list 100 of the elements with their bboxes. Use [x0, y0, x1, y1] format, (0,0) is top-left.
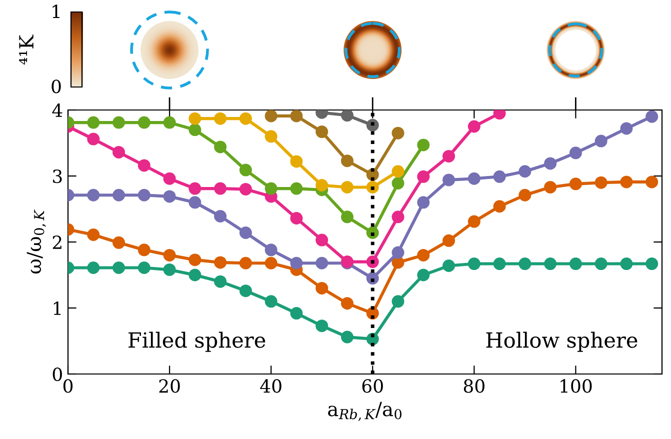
- point: [340, 330, 354, 344]
- point: [112, 116, 126, 129]
- point: [138, 116, 150, 129]
- point: [468, 172, 480, 185]
- point: [518, 258, 532, 270]
- point: [188, 124, 202, 136]
- point: [188, 196, 202, 209]
- point: [569, 258, 582, 270]
- point: [239, 182, 252, 196]
- point: [417, 170, 430, 183]
- point: [569, 178, 582, 190]
- point: [594, 258, 608, 270]
- point: [264, 244, 278, 256]
- x-tick-label: 40: [260, 379, 282, 393]
- point: [214, 112, 227, 125]
- point: [417, 268, 430, 282]
- point: [163, 172, 176, 185]
- point: [594, 176, 608, 189]
- y-tick-label: 2: [52, 235, 62, 249]
- point: [214, 256, 227, 269]
- point: [239, 112, 252, 125]
- point: [468, 215, 480, 228]
- point: [290, 182, 303, 195]
- point: [87, 261, 100, 274]
- point: [493, 200, 506, 213]
- point: [518, 165, 532, 178]
- point: [239, 226, 252, 240]
- point: [316, 320, 328, 332]
- point: [392, 295, 404, 308]
- point: [569, 146, 582, 160]
- x-tick-label: 100: [560, 379, 592, 393]
- point: [112, 261, 126, 274]
- point: [239, 284, 252, 298]
- point: [442, 234, 456, 247]
- point: [87, 116, 100, 129]
- point: [112, 188, 126, 202]
- point: [290, 212, 303, 224]
- point: [646, 110, 658, 123]
- point: [340, 110, 354, 122]
- point: [442, 150, 456, 162]
- point: [264, 182, 278, 195]
- point: [239, 164, 252, 176]
- point: [316, 126, 328, 138]
- point: [646, 258, 658, 270]
- point: [188, 268, 202, 282]
- point: [417, 196, 430, 209]
- text: ⁴¹K: [19, 34, 34, 65]
- point: [316, 282, 328, 294]
- point: [620, 258, 633, 270]
- x-tick-label: 0: [63, 379, 73, 393]
- point: [442, 174, 456, 186]
- point: [392, 210, 404, 224]
- point: [316, 178, 328, 192]
- point: [392, 177, 404, 190]
- point: [163, 116, 176, 129]
- annotation: Hollow sphere: [486, 332, 638, 352]
- point: [214, 275, 227, 288]
- x-tick-label: 80: [464, 379, 484, 393]
- point: [138, 261, 150, 274]
- point: [518, 188, 532, 202]
- point: [340, 180, 354, 194]
- point: [340, 154, 354, 168]
- point: [239, 256, 252, 270]
- point: [544, 157, 557, 170]
- point: [493, 170, 506, 183]
- point: [417, 248, 430, 262]
- point: [316, 234, 328, 246]
- point: [87, 132, 100, 146]
- annotation: Filled sphere: [128, 332, 266, 352]
- point: [594, 134, 608, 148]
- point: [417, 138, 430, 152]
- point: [646, 176, 658, 188]
- point: [264, 130, 278, 143]
- point: [264, 110, 278, 122]
- point: [468, 120, 480, 133]
- point: [544, 180, 557, 194]
- point: [214, 182, 227, 195]
- point: [138, 159, 150, 172]
- point: [87, 228, 100, 241]
- point: [392, 126, 404, 140]
- point: [188, 254, 202, 266]
- point: [392, 165, 404, 178]
- point: [544, 258, 557, 270]
- point: [620, 176, 633, 188]
- point: [316, 256, 328, 270]
- y-tick-label: 3: [53, 169, 62, 184]
- point: [138, 244, 150, 256]
- y-tick-label: 1: [54, 301, 61, 315]
- point: [340, 210, 354, 224]
- point: [214, 210, 227, 223]
- point: [163, 263, 176, 276]
- point: [392, 246, 404, 259]
- point: [264, 295, 278, 308]
- point: [264, 256, 278, 270]
- point: [112, 146, 126, 158]
- point: [290, 307, 303, 320]
- point: [442, 260, 456, 272]
- x-tick-label: 60: [362, 379, 383, 393]
- point: [163, 190, 176, 203]
- point: [112, 236, 126, 249]
